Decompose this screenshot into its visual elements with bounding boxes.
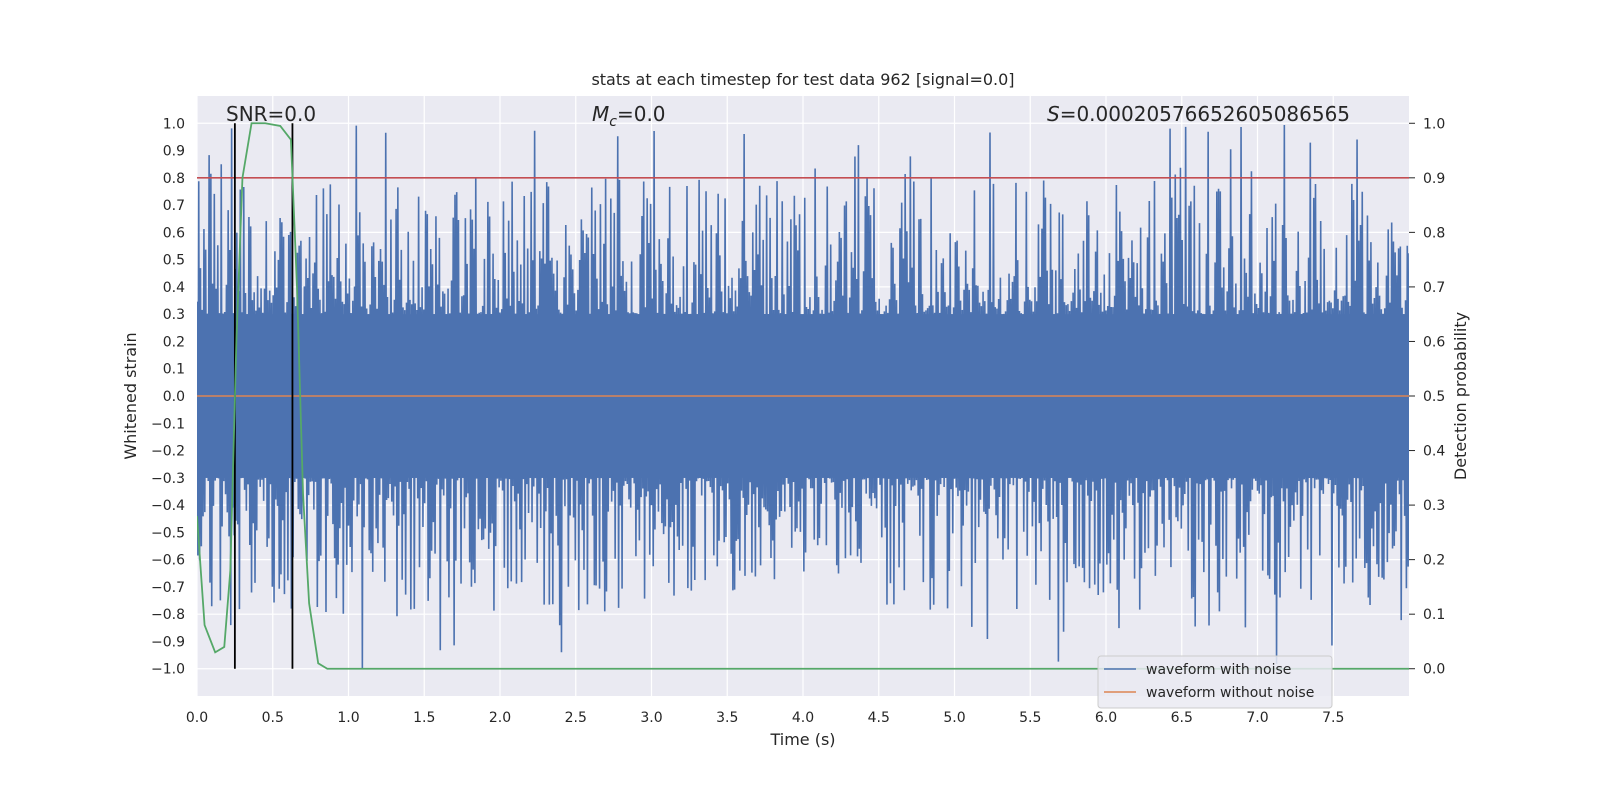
y-right-tick-label: 0.6 [1423,334,1445,350]
x-tick-label: 0.0 [186,710,208,726]
y-axis-ticks: 1.0 0.9 0.8 0.7 0.6 0.5 0.4 0.3 0.2 0.1 0.0 −0.1 −0.… [151,116,185,677]
y-tick-label: 1.0 [163,116,185,132]
legend-box [1097,655,1333,709]
y-tick-label: 0.8 [163,171,185,187]
y-tick-label: −0.3 [151,471,185,487]
y-right-tick-label: 0.7 [1423,280,1445,296]
y-axis-label: Whitened strain [121,332,140,459]
y-right-tick-label: 1.0 [1423,116,1445,132]
y-right-tick-label: 0.0 [1423,662,1445,678]
x-tick-label: 3.5 [716,710,738,726]
x-tick-label: 7.0 [1246,710,1268,726]
x-tick-label: 3.0 [640,710,662,726]
noise-line [197,124,1409,669]
y-right-tick-label: 0.1 [1423,607,1445,623]
legend: waveform with noise waveform without noi… [1097,655,1333,709]
x-tick-label: 6.0 [1095,710,1117,726]
x-tick-label: 2.0 [489,710,511,726]
probability-line [197,122,1409,670]
y-right-tick-label: 0.9 [1423,171,1445,187]
y-tick-label: −0.8 [151,607,185,623]
x-tick-label: 2.5 [565,710,587,726]
y-tick-label: −1.0 [151,662,185,678]
y-tick-label: −0.2 [151,444,185,460]
y-right-tick-label: 0.4 [1423,444,1445,460]
y-right-tick-label: 0.3 [1423,498,1445,514]
x-axis-label: Time (s) [769,730,835,749]
mc-subscript: c [609,114,617,130]
mc-symbol: M [592,102,609,126]
x-tick-label: 5.5 [1019,710,1041,726]
x-tick-label: 6.5 [1171,710,1193,726]
y-tick-label: −0.4 [151,498,185,514]
legend-label-noise: waveform with noise [1146,662,1291,678]
snr-annotation: SNR=0.0 [226,102,316,126]
x-tick-label: 7.5 [1322,710,1344,726]
x-tick-label: 0.5 [262,710,284,726]
y-tick-label: 0.5 [163,253,185,269]
y-tick-label: −0.5 [151,525,185,541]
x-tick-label: 5.0 [943,710,965,726]
y-tick-label: 0.1 [163,362,185,378]
y-tick-label: 0.0 [163,389,185,405]
x-tick-label: 1.5 [413,710,435,726]
y-tick-label: 0.2 [163,334,185,350]
y-tick-label: −0.9 [151,634,185,650]
y-tick-label: 0.3 [163,307,185,323]
series-detection-probability [197,122,1409,670]
s-value: =0.00020576652605086565 [1060,102,1350,126]
y-tick-label: 0.7 [163,198,185,214]
y-right-tick-label: 0.5 [1423,389,1445,405]
x-tick-label: 4.0 [792,710,814,726]
mc-annotation: Mc=0.0 [592,102,666,130]
x-tick-label: 4.5 [868,710,890,726]
y-right-axis-ticks: 1.0 0.9 0.8 0.7 0.6 0.5 0.4 0.3 0.2 0.1 0.0 [1409,116,1445,678]
y-right-axis-label: Detection probability [1451,312,1470,480]
y-tick-label: 0.6 [163,225,185,241]
y-right-tick-label: 0.2 [1423,553,1445,569]
legend-label-clean: waveform without noise [1146,685,1314,701]
x-axis-ticks: 0.0 0.5 1.0 1.5 2.0 2.5 3.0 3.5 4.0 4.5 5.0 5.5 6.0 6… [186,710,1345,726]
s-symbol: S [1047,102,1060,126]
chart-title: stats at each timestep for test data 962… [591,70,1014,89]
mc-value: =0.0 [617,102,666,126]
y-tick-label: 0.9 [163,144,185,160]
y-tick-label: −0.6 [151,553,185,569]
y-tick-label: −0.7 [151,580,185,596]
y-tick-label: −0.1 [151,416,185,432]
s-annotation: S=0.00020576652605086565 [1047,102,1350,126]
y-tick-label: 0.4 [163,280,185,296]
y-right-tick-label: 0.8 [1423,225,1445,241]
x-tick-label: 1.0 [337,710,359,726]
